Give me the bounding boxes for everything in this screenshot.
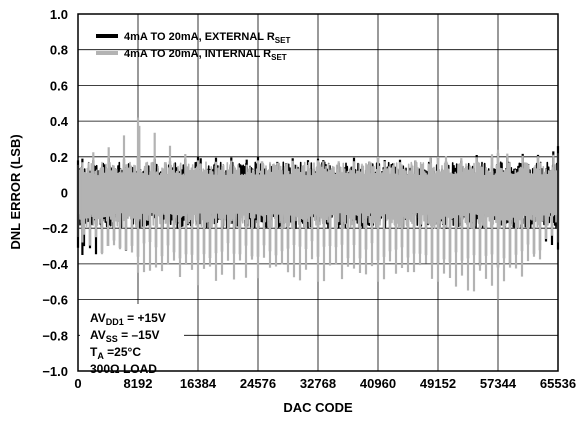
y-tick-label: 0.6	[50, 78, 68, 93]
legend: 4mA TO 20mA, EXTERNAL RSET 4mA TO 20mA, …	[96, 31, 290, 62]
x-tick-label: 8192	[124, 376, 153, 391]
x-tick-label: 32768	[300, 376, 336, 391]
x-tick-label: 40960	[360, 376, 396, 391]
x-tick-labels: 0 8192 16384 24576 32768 40960 49152 57344 65536	[74, 376, 576, 391]
conditions-annotation: AVDD1 = +15V AVSS = –15V TA =25°C 300Ω L…	[80, 304, 184, 376]
x-tick-label: 65536	[540, 376, 576, 391]
x-axis-label: DAC CODE	[283, 400, 353, 415]
y-tick-label: 1.0	[50, 7, 68, 22]
y-tick-label: −0.4	[42, 257, 68, 272]
legend-label-internal: 4mA TO 20mA, INTERNAL RSET	[124, 48, 287, 62]
y-axis-label: DNL ERROR (LSB)	[8, 134, 23, 249]
x-tick-label: 24576	[240, 376, 276, 391]
annotation-line-avss: AVSS = –15V	[90, 328, 160, 344]
y-tick-label: 0	[61, 186, 68, 201]
annotation-line-load: 300Ω LOAD	[90, 362, 157, 376]
y-tick-label: −1.0	[42, 364, 68, 379]
series-layer	[76, 117, 560, 300]
y-tick-label: 0.2	[50, 150, 68, 165]
y-tick-label: −0.6	[42, 293, 68, 308]
x-tick-label: 49152	[420, 376, 456, 391]
x-tick-label: 0	[74, 376, 81, 391]
x-tick-label: 57344	[480, 376, 517, 391]
legend-label-external: 4mA TO 20mA, EXTERNAL RSET	[124, 31, 290, 45]
y-tick-label: −0.8	[42, 328, 68, 343]
y-tick-labels: −1.0 −0.8 −0.6 −0.4 −0.2 0 0.2 0.4 0.6 0.8 1.0	[42, 7, 68, 379]
annotation-background	[80, 304, 184, 368]
annotation-line-avdd: AVDD1 = +15V	[90, 311, 166, 327]
x-tick-label: 16384	[180, 376, 217, 391]
annotation-line-ta: TA =25°C	[90, 345, 141, 361]
plot-frame	[77, 13, 559, 372]
y-tick-label: 0.4	[50, 114, 69, 129]
y-tick-label: 0.8	[50, 43, 68, 58]
y-tick-label: −0.2	[42, 221, 68, 236]
